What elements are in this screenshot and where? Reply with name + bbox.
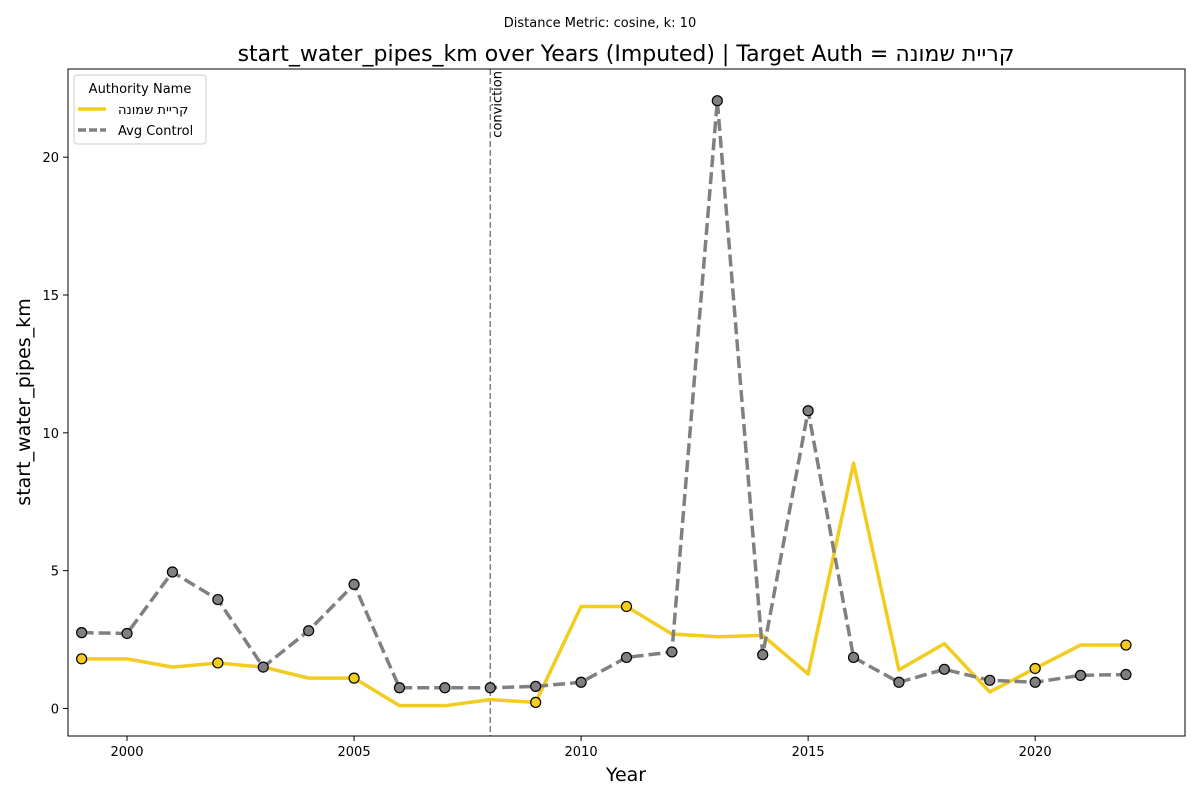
legend-label-1: Avg Control xyxy=(118,124,193,139)
series-1-point-2005 xyxy=(348,578,360,591)
series-0-point-2011 xyxy=(620,600,633,613)
series-1-point-2012 xyxy=(666,646,678,658)
series-1-point-2017 xyxy=(893,676,905,688)
legend-title: Authority Name xyxy=(89,82,192,97)
series-1-point-2008 xyxy=(484,682,496,694)
y-tick-label-20: 20 xyxy=(42,151,59,166)
series-1-point-2006 xyxy=(393,682,406,694)
y-axis-title: start_water_pipes_km xyxy=(13,298,35,505)
series-1-point-2014 xyxy=(757,649,769,661)
series-1-point-2004 xyxy=(303,625,315,637)
series-0-point-2020 xyxy=(1029,662,1041,675)
series-1-point-2002 xyxy=(212,593,224,606)
series-1-point-2020 xyxy=(1029,676,1041,688)
series-line-1 xyxy=(81,98,1127,690)
series-1-point-2000 xyxy=(121,627,133,640)
y-tick-label-0: 0 xyxy=(51,702,59,717)
series-1-point-2021 xyxy=(1074,669,1087,681)
x-tick-label-2000: 2000 xyxy=(110,745,143,760)
series-0-point-2002 xyxy=(212,657,224,669)
legend-label-0: קריית שמונה xyxy=(118,103,188,118)
y-tick-label-5: 5 xyxy=(51,565,59,580)
legend-box xyxy=(73,74,207,145)
y-tick-label-10: 10 xyxy=(42,427,59,442)
chart-suptitle: Distance Metric: cosine, k: 10 xyxy=(504,16,696,31)
series-line-0 xyxy=(81,461,1126,708)
x-tick-label-2015: 2015 xyxy=(792,745,825,760)
x-tick-label-2020: 2020 xyxy=(1019,745,1052,760)
x-axis-title: Year xyxy=(605,764,646,786)
series-1-point-2007 xyxy=(439,682,451,694)
series-0-point-1999 xyxy=(76,653,88,665)
legend: Authority Name קריית שמונה Avg Control xyxy=(73,74,207,145)
axes: 2000 2005 2010 2015 2020 0 5 10 15 20 xyxy=(42,151,1051,760)
series-1-point-2015 xyxy=(802,405,814,417)
y-tick-label-15: 15 xyxy=(42,289,59,304)
series-1-point-2016 xyxy=(847,651,860,664)
plot-frame xyxy=(67,68,1186,737)
plot-area: conviction xyxy=(76,69,1132,736)
x-tick-label-2005: 2005 xyxy=(338,745,371,760)
series-1-point-2010 xyxy=(575,676,587,688)
series-0-point-2005 xyxy=(348,672,360,684)
chart-title: start_water_pipes_km over Years (Imputed… xyxy=(238,42,1015,67)
series-1-point-2013 xyxy=(711,95,723,107)
series-1-point-2018 xyxy=(938,663,950,675)
series-0-point-2009 xyxy=(530,696,542,708)
series-0-point-2022 xyxy=(1120,639,1132,651)
series-1-point-1999 xyxy=(76,627,88,639)
series-1-point-2011 xyxy=(620,651,633,664)
series-1-point-2009 xyxy=(530,680,542,692)
series-1-point-2019 xyxy=(984,674,996,686)
series-1-point-2001 xyxy=(166,566,179,578)
series-1-point-2022 xyxy=(1120,668,1132,681)
x-tick-label-2010: 2010 xyxy=(565,745,598,760)
series-1-point-2003 xyxy=(257,661,269,673)
vline-label: conviction xyxy=(490,71,505,138)
